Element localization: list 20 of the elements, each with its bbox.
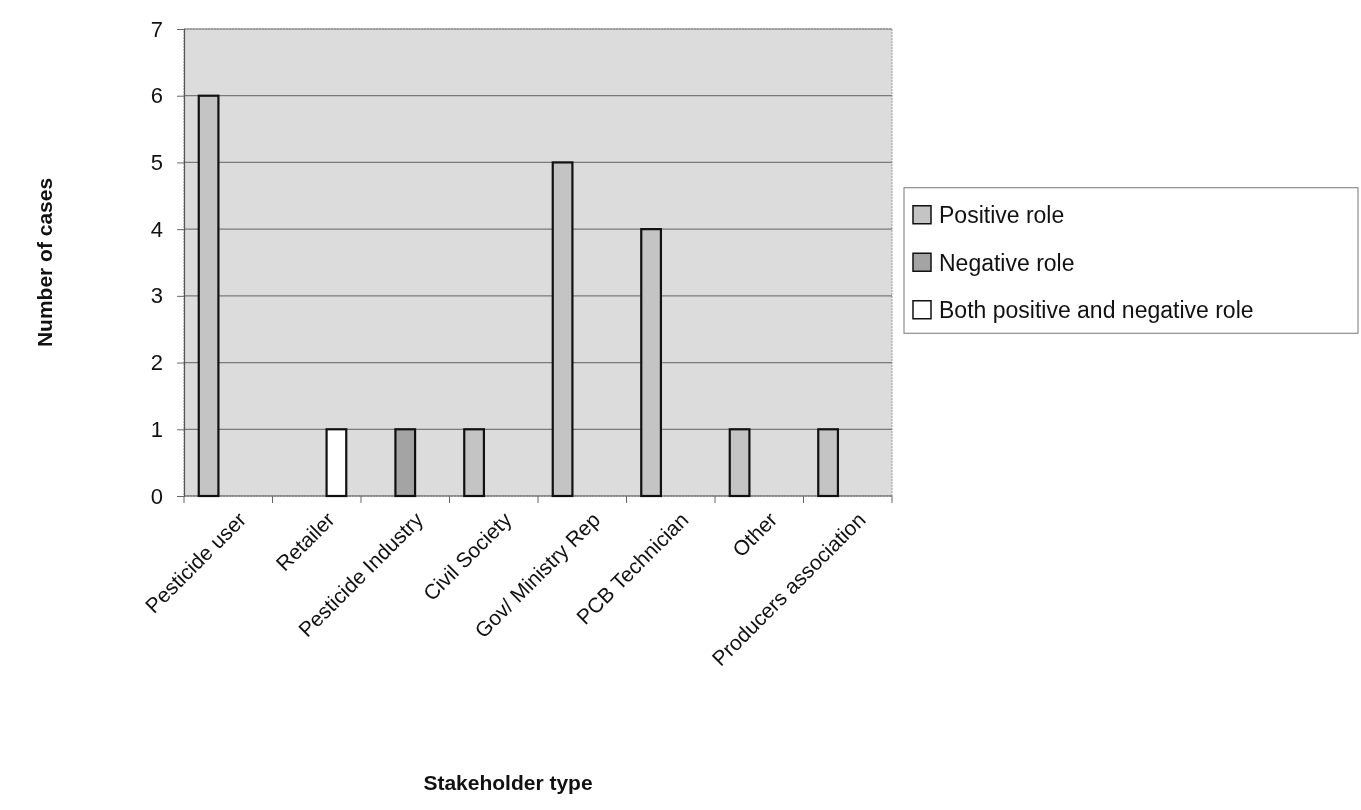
x-axis-title: Stakeholder type xyxy=(423,771,593,794)
bar xyxy=(640,228,663,498)
y-tick-label: 6 xyxy=(150,83,163,109)
bar xyxy=(463,428,486,498)
y-tick-label: 4 xyxy=(150,216,163,242)
bar xyxy=(325,428,348,498)
bar xyxy=(197,94,220,498)
y-tick-label: 3 xyxy=(150,283,163,309)
y-tick-label: 5 xyxy=(150,149,163,175)
legend-label: Both positive and negative role xyxy=(939,297,1254,324)
bar xyxy=(551,161,574,498)
y-tick-label: 7 xyxy=(150,16,163,42)
legend-label: Positive role xyxy=(939,202,1065,229)
y-tick-label: 0 xyxy=(150,483,163,509)
y-tick-label: 1 xyxy=(150,416,163,442)
legend-label: Negative role xyxy=(939,249,1075,276)
y-tick-label: 2 xyxy=(150,350,163,376)
y-axis-title: Number of cases xyxy=(33,177,57,348)
bar xyxy=(817,428,840,498)
bar xyxy=(728,428,751,498)
